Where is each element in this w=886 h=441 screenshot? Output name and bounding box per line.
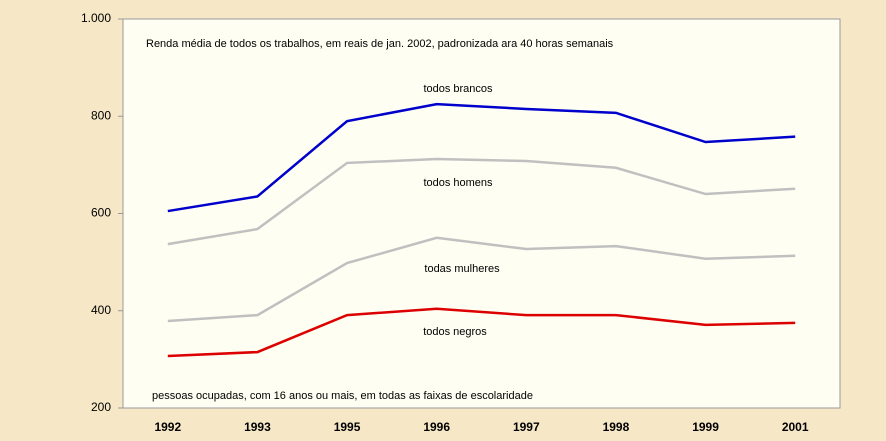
series-line (167, 236, 796, 323)
x-tick-label: 1998 (603, 420, 630, 434)
plot-area (122, 18, 841, 409)
series-label: todos negros (423, 326, 487, 338)
series-line (167, 102, 796, 213)
y-tick-label: 200 (91, 400, 111, 414)
x-tick-label: 1995 (334, 420, 361, 434)
annotation: pessoas ocupadas, com 16 anos ou mais, e… (152, 390, 533, 402)
y-tick-label: 1.000 (81, 11, 111, 25)
x-tick-label: 2001 (782, 420, 809, 434)
series-line (167, 157, 796, 246)
y-tick-label: 400 (91, 303, 111, 317)
x-tick-label: 1993 (244, 420, 271, 434)
x-tick-label: 1992 (154, 420, 181, 434)
series-label: todos brancos (423, 83, 493, 95)
series-line (167, 307, 796, 358)
x-tick-label: 1996 (423, 420, 450, 434)
series-label: todas mulheres (424, 263, 500, 275)
series-label: todos homens (423, 177, 493, 189)
x-tick-label: 1997 (513, 420, 540, 434)
x-tick-label: 1999 (692, 420, 719, 434)
y-tick-label: 800 (91, 108, 111, 122)
y-tick-label: 600 (91, 206, 111, 220)
chart-title: Renda média de todos os trabalhos, em re… (146, 38, 614, 50)
